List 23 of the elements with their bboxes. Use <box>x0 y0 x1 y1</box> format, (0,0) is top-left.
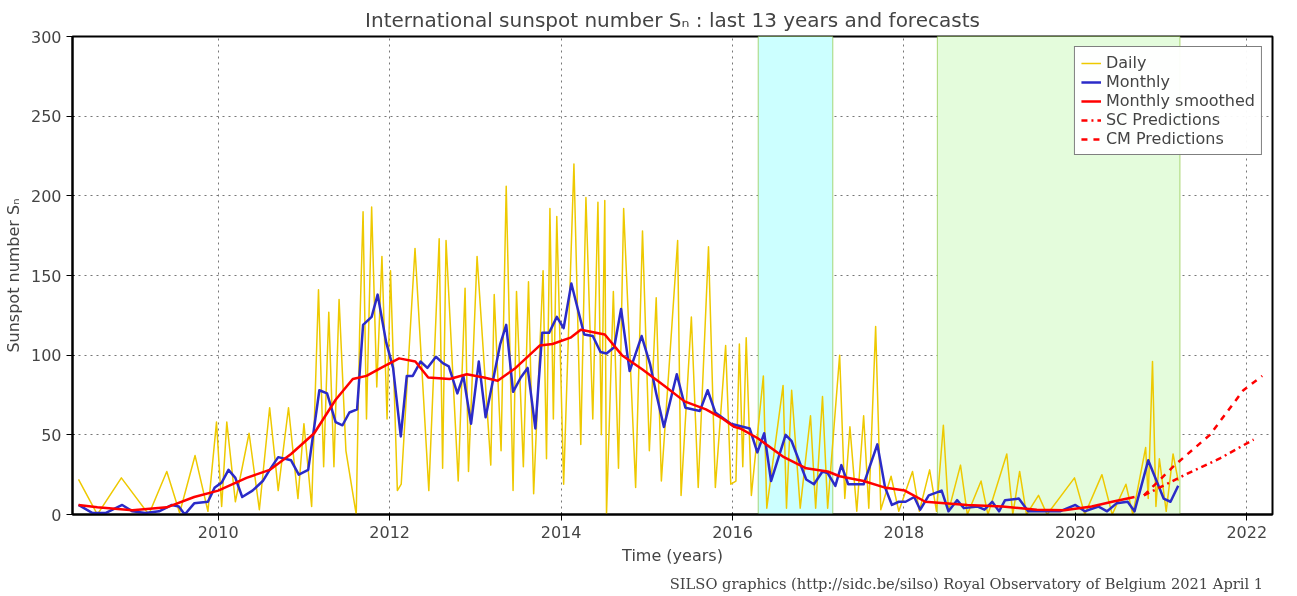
x-tick-label: 2020 <box>1055 522 1096 542</box>
y-tick-label: 0 <box>51 505 62 525</box>
legend-label: SC Predictions <box>1105 110 1221 129</box>
legend-label: Monthly smoothed <box>1105 91 1255 110</box>
y-tick-label: 50 <box>41 425 62 445</box>
y-tick-label: 250 <box>30 107 62 127</box>
x-tick-label: 2016 <box>712 522 753 542</box>
x-tick-label: 2012 <box>369 522 410 542</box>
x-axis-title: Time (years) <box>621 545 723 565</box>
y-tick-label: 300 <box>30 27 62 47</box>
x-tick-label: 2018 <box>883 522 925 542</box>
y-tick-label: 200 <box>30 186 62 206</box>
x-tick-label: 2022 <box>1226 522 1268 542</box>
text: SILSO graphics (http://sidc.be/silso) Royal Observatory of Belgium 2021 April 1 <box>669 574 1264 592</box>
chart-title: International sunspot number Sₙ : last 13 years and forecasts <box>365 7 980 32</box>
x-tick-label: 2010 <box>197 522 239 542</box>
legend-label: CM Predictions <box>1105 129 1224 148</box>
legend-label: Monthly <box>1105 72 1170 91</box>
x-tick-label: 2014 <box>540 522 582 542</box>
y-axis-title: Sunspot number Sₙ <box>3 198 23 353</box>
y-tick-label: 100 <box>30 346 62 366</box>
y-tick-label: 150 <box>30 266 62 286</box>
legend-label: Daily <box>1105 53 1147 72</box>
